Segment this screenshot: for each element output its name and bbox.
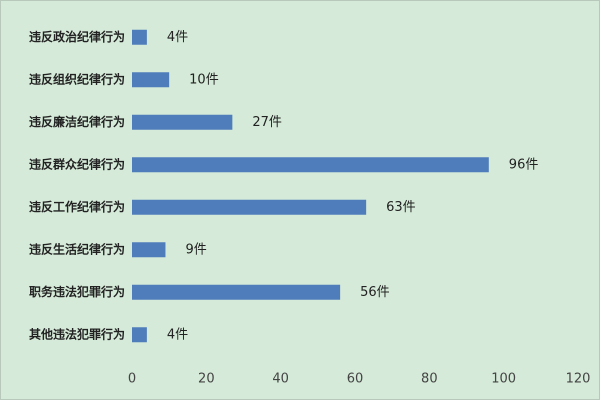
- value-label: 63件: [386, 200, 416, 215]
- bar: [132, 199, 367, 215]
- value-label: 10件: [189, 72, 219, 87]
- x-tick-label: 100: [491, 372, 516, 387]
- value-label: 27件: [252, 115, 282, 130]
- y-tick-label: 违反廉洁纪律行为: [29, 114, 125, 129]
- value-label: 9件: [185, 242, 206, 257]
- bar: [132, 327, 147, 343]
- bar: [132, 72, 170, 88]
- x-tick-label: 40: [272, 372, 289, 387]
- y-tick-label: 违反工作纪律行为: [29, 199, 125, 214]
- x-tick-label: 80: [421, 372, 438, 387]
- y-tick-label: 其他违法犯罪行为: [29, 326, 125, 341]
- bar: [132, 284, 341, 300]
- value-label: 4件: [167, 327, 188, 342]
- bar: [132, 242, 166, 258]
- y-tick-label: 违反生活纪律行为: [29, 241, 125, 256]
- y-tick-label: 违反组织纪律行为: [29, 71, 125, 86]
- x-tick-label: 120: [566, 372, 591, 387]
- y-tick-label: 违反政治纪律行为: [29, 29, 125, 44]
- bar: [132, 29, 147, 45]
- y-tick-label: 违反群众纪律行为: [29, 156, 125, 171]
- x-tick-label: 0: [128, 372, 136, 387]
- y-tick-label: 职务违法犯罪行为: [29, 284, 125, 299]
- bar: [132, 114, 233, 130]
- x-tick-label: 20: [198, 372, 215, 387]
- value-label: 96件: [509, 157, 539, 172]
- x-tick-label: 60: [347, 372, 364, 387]
- value-label: 4件: [167, 30, 188, 45]
- value-label: 56件: [360, 285, 390, 300]
- bar: [132, 157, 489, 173]
